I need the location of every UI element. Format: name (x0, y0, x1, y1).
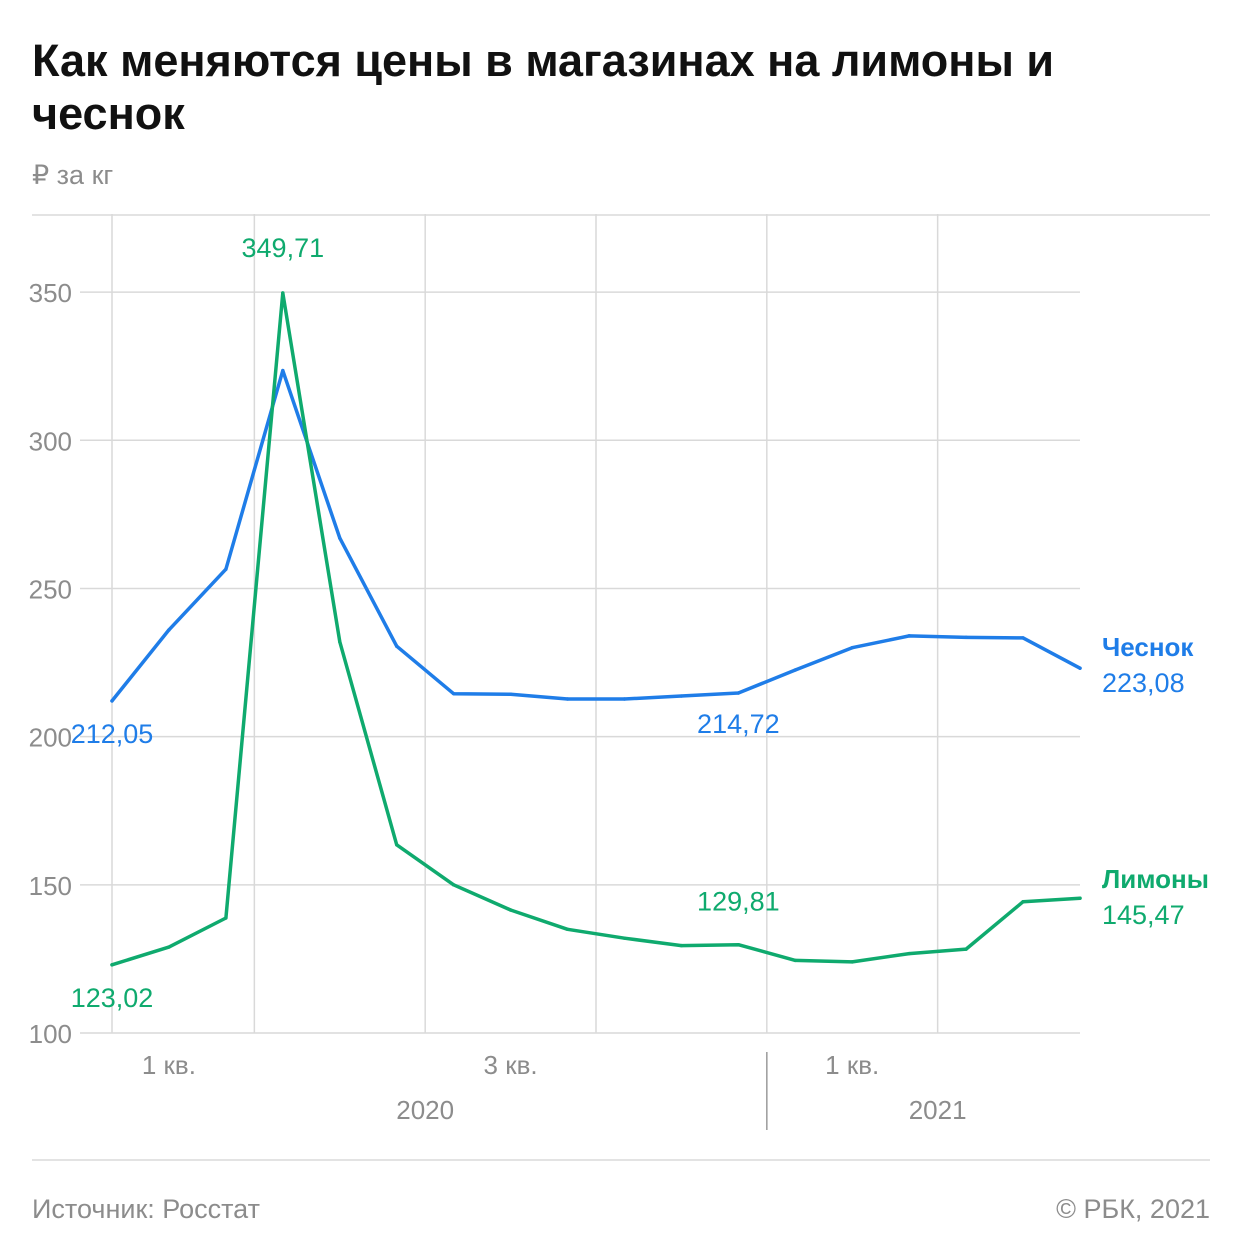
data-point-lemons-5 (395, 843, 399, 847)
data-point-lemons-1 (167, 945, 171, 949)
data-point-garlic-13 (850, 646, 854, 650)
y-axis: 100 150 200 250 300 350 (29, 278, 72, 1049)
data-label-lemons-11: 129,81 (697, 887, 780, 917)
chart-title: Как меняются цены в магазинах на лимоны … (32, 35, 1055, 139)
data-point-garlic-14 (907, 634, 911, 638)
data-point-garlic-3 (281, 368, 285, 373)
data-point-lemons-3 (281, 291, 285, 295)
data-point-lemons-2 (224, 916, 228, 920)
chart-labels: 212,05 214,72 Чеснок 223,08 123,02 349,71 129,… (71, 233, 1209, 1013)
data-label-lemons-0: 123,02 (71, 983, 154, 1013)
series-name-garlic: Чеснок (1102, 632, 1194, 662)
data-label-garlic-11: 214,72 (697, 709, 780, 739)
copyright-note: © РБК, 2021 (1056, 1194, 1210, 1224)
y-tick-label-200: 200 (29, 723, 72, 753)
x-year-label-2021: 2021 (909, 1095, 967, 1125)
data-point-garlic-1 (167, 628, 171, 632)
data-point-lemons-0 (110, 963, 114, 967)
data-point-garlic-4 (338, 536, 342, 540)
data-point-lemons-15 (964, 947, 968, 951)
data-point-garlic-2 (224, 567, 228, 571)
data-point-garlic-10 (679, 694, 684, 698)
unit-label: ₽ за кг (32, 160, 114, 190)
data-point-lemons-12 (793, 958, 797, 963)
last-value-lemons: 145,47 (1102, 900, 1185, 930)
x-year-label-2020: 2020 (396, 1095, 454, 1125)
chart-grid (80, 214, 1080, 1034)
data-point-lemons-4 (338, 640, 342, 644)
data-point-garlic-11 (736, 691, 741, 695)
data-label-lemons-3: 349,71 (242, 233, 325, 263)
data-point-garlic-6 (451, 691, 456, 696)
data-point-lemons-17 (1078, 896, 1082, 900)
data-point-lemons-16 (1021, 900, 1025, 904)
bottom-divider (32, 1159, 1210, 1161)
x-quarter-label-2: 1 кв. (825, 1050, 879, 1080)
y-tick-label-250: 250 (29, 574, 72, 604)
data-point-garlic-16 (1021, 636, 1025, 640)
source-note: Источник: Росстат (32, 1194, 260, 1224)
x-quarter-label-0: 1 кв. (142, 1050, 196, 1080)
data-point-garlic-7 (508, 692, 513, 696)
data-point-garlic-17 (1078, 666, 1082, 670)
y-tick-label-100: 100 (29, 1019, 72, 1049)
data-label-garlic-0: 212,05 (71, 719, 154, 749)
data-point-garlic-15 (964, 635, 968, 640)
chart-lines (110, 291, 1082, 967)
data-point-garlic-8 (565, 697, 570, 701)
data-point-lemons-8 (565, 927, 570, 931)
series-name-lemons: Лимоны (1102, 864, 1209, 894)
data-point-garlic-12 (793, 668, 797, 672)
y-tick-label-300: 300 (29, 426, 72, 456)
y-tick-label-150: 150 (29, 871, 72, 901)
data-point-lemons-13 (850, 960, 854, 964)
data-point-lemons-10 (679, 943, 684, 948)
x-quarter-label-1: 3 кв. (484, 1050, 538, 1080)
data-point-lemons-9 (622, 936, 627, 940)
y-tick-label-350: 350 (29, 278, 72, 308)
top-divider (32, 214, 1210, 216)
last-value-garlic: 223,08 (1102, 668, 1185, 698)
data-point-garlic-5 (395, 644, 399, 648)
data-point-garlic-9 (622, 697, 627, 701)
data-point-lemons-6 (451, 883, 456, 887)
data-point-lemons-7 (508, 908, 513, 912)
data-point-lemons-11 (736, 942, 741, 947)
data-point-garlic-0 (110, 699, 114, 703)
series-line-lemons (110, 291, 1082, 967)
x-axis: 1 кв. 3 кв. 1 кв. 2020 2021 (142, 1050, 967, 1130)
data-point-lemons-14 (907, 951, 911, 956)
